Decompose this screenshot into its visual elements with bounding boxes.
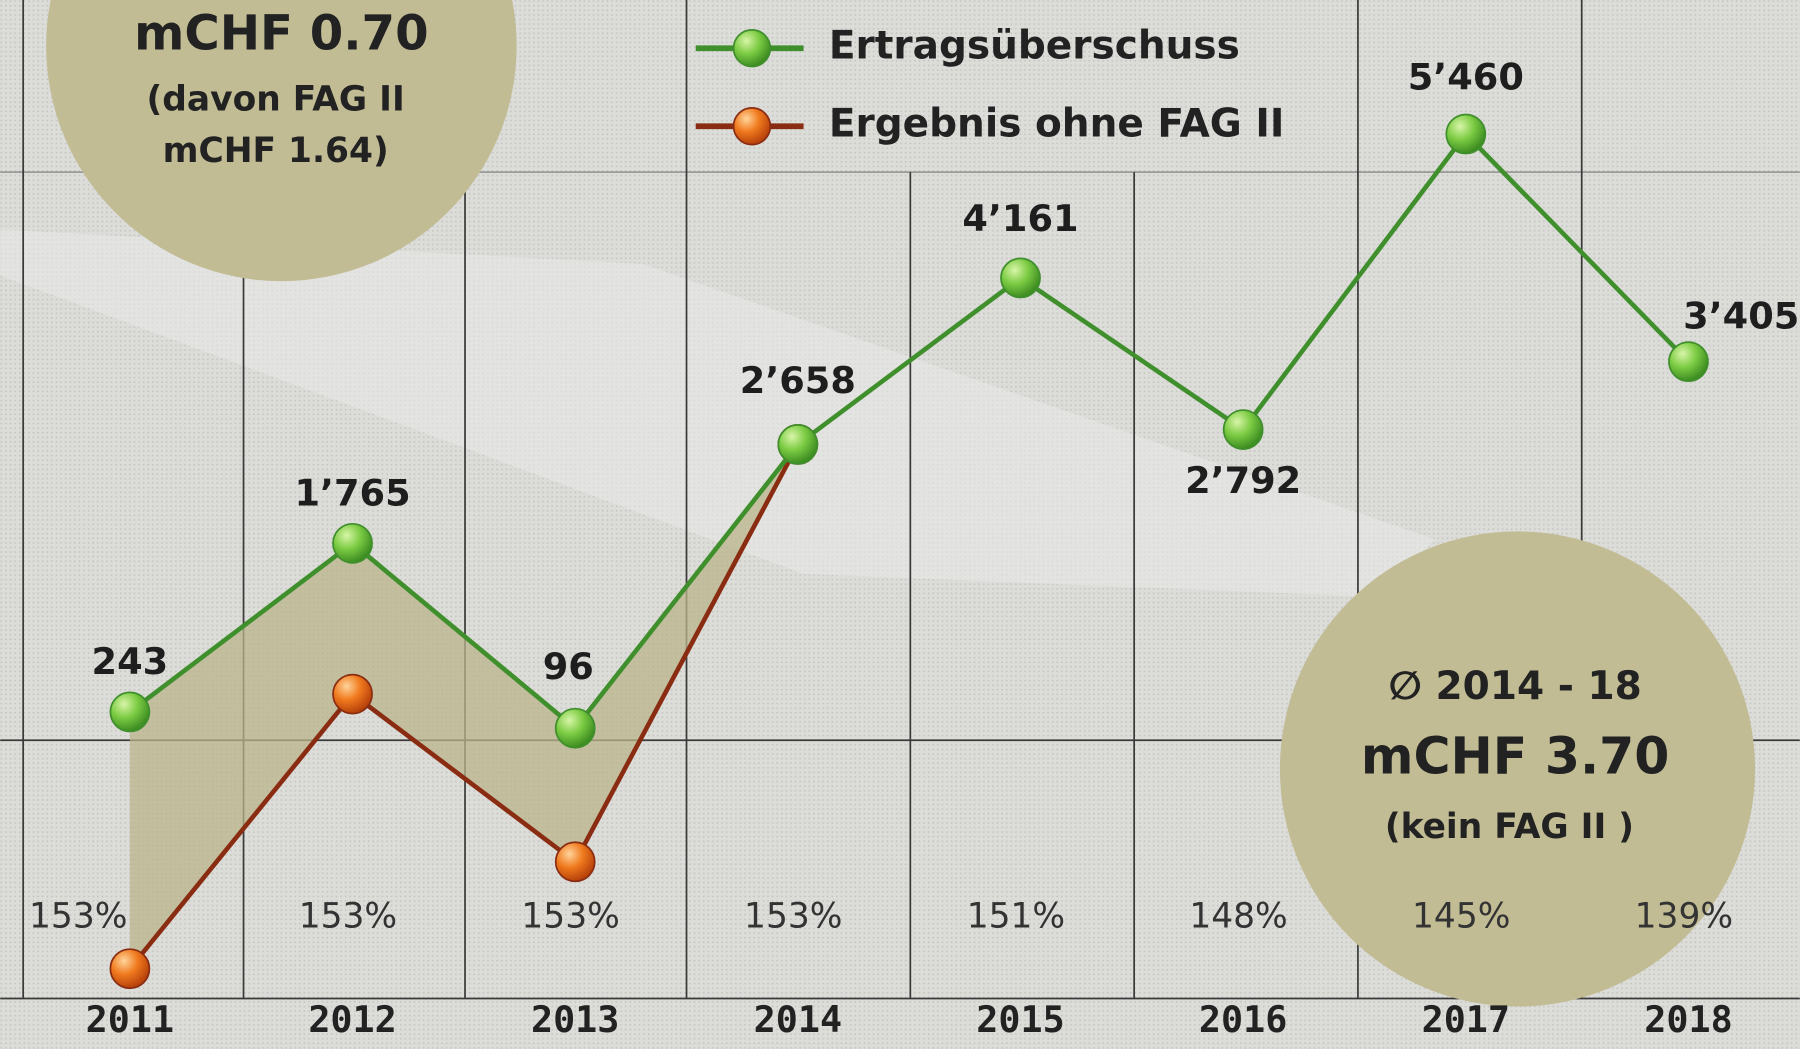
data-label: 2’658 — [740, 359, 856, 402]
x-tick-label: 2013 — [531, 998, 619, 1041]
point-marker — [1668, 341, 1709, 383]
percent-label: 153% — [521, 897, 619, 937]
percent-label: 148% — [1189, 897, 1287, 937]
legend-label: Ertragsüberschuss — [829, 24, 1240, 69]
point-marker — [109, 691, 151, 733]
x-tick-label: 2011 — [86, 998, 174, 1041]
difference-area — [129, 444, 798, 969]
point-marker — [554, 707, 596, 749]
percent-label: 153% — [744, 897, 842, 937]
percent-label: 153% — [299, 897, 397, 937]
percent-label: 145% — [1412, 897, 1510, 937]
data-label: 1’765 — [294, 472, 410, 515]
annotation-circle — [1279, 531, 1756, 1007]
legend-label: Ergebnis ohne FAG II — [829, 102, 1285, 147]
annotation-circle — [46, 0, 517, 282]
data-label: 3’405 — [1683, 295, 1799, 338]
percent-label: 139% — [1635, 897, 1733, 937]
point-marker — [554, 841, 596, 883]
series-line — [128, 130, 1691, 732]
legend: Ertragsüberschuss Ergebnis ohne FAG II — [695, 24, 1285, 147]
series-line — [128, 443, 800, 971]
point-marker — [777, 424, 819, 465]
percent-label: 153% — [29, 897, 127, 937]
annotation-text: ∅ 2014 - 18 — [1389, 664, 1642, 709]
point-marker — [1445, 113, 1487, 155]
data-label: 5’460 — [1408, 55, 1524, 98]
x-tick-label: 2014 — [754, 998, 842, 1041]
annotation-text: mCHF 1.64) — [163, 131, 389, 171]
point-marker — [1222, 409, 1264, 450]
point-marker — [109, 948, 151, 990]
data-label: 96 — [543, 645, 594, 688]
percent-label: 151% — [967, 897, 1065, 937]
data-label: 243 — [92, 640, 169, 683]
x-tick-label: 2017 — [1422, 998, 1510, 1041]
annotation-text: (kein FAG II ) — [1385, 807, 1634, 847]
annotation-text: mCHF 3.70 — [1361, 726, 1670, 785]
data-label: 4’161 — [962, 197, 1078, 240]
background-shape — [0, 229, 1435, 597]
x-tick-label: 2012 — [308, 998, 396, 1041]
legend-marker — [732, 28, 772, 68]
point-marker — [1000, 257, 1041, 299]
data-label: 2’792 — [1185, 459, 1301, 502]
x-tick-label: 2016 — [1199, 998, 1287, 1041]
annotation-text: (davon FAG II — [147, 79, 405, 119]
legend-marker — [732, 107, 772, 146]
x-tick-label: 2018 — [1644, 998, 1732, 1041]
annotation-text: mCHF 0.70 — [134, 6, 429, 62]
point-marker — [332, 522, 373, 564]
point-marker — [332, 673, 373, 715]
x-tick-label: 2015 — [976, 998, 1064, 1041]
